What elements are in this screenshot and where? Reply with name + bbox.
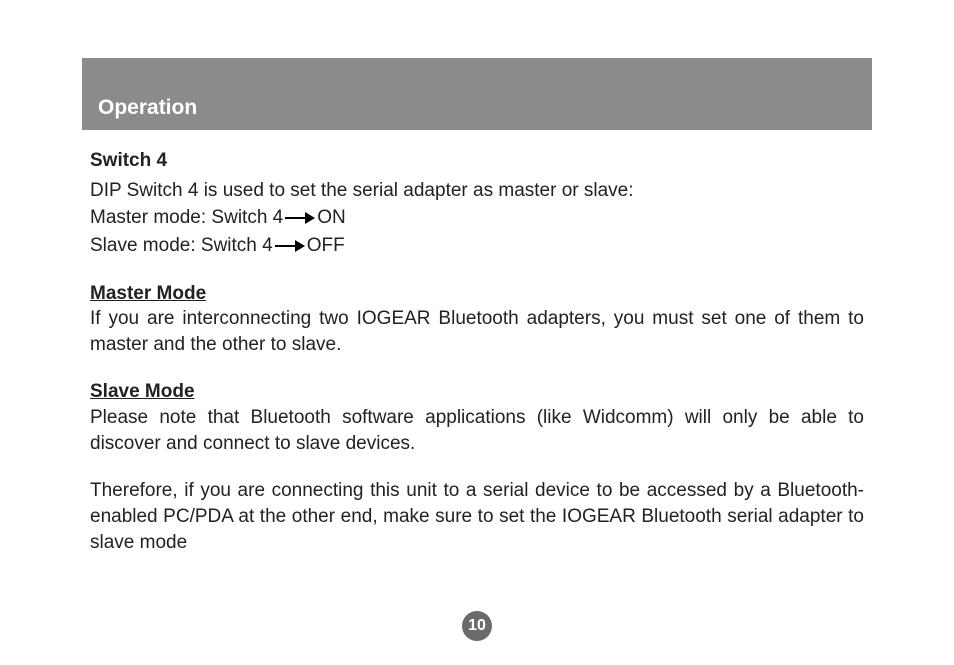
master-mode-section: Master Mode If you are interconnecting t… (90, 281, 864, 358)
switch-title: Switch 4 (90, 148, 864, 174)
page-number-badge: 10 (462, 611, 492, 641)
master-mode-heading: Master Mode (90, 281, 864, 307)
slave-mode-body-2: Therefore, if you are connecting this un… (90, 478, 864, 555)
content-area: Switch 4 DIP Switch 4 is used to set the… (82, 130, 872, 555)
page-number: 10 (468, 617, 486, 635)
master-mode-after: ON (317, 205, 346, 231)
header-bar: Operation (82, 86, 872, 130)
document-page: Operation Switch 4 DIP Switch 4 is used … (0, 0, 954, 555)
slave-mode-body-1: Please note that Bluetooth software appl… (90, 405, 864, 456)
slave-mode-heading: Slave Mode (90, 379, 864, 405)
master-mode-body: If you are interconnecting two IOGEAR Bl… (90, 306, 864, 357)
switch-intro: DIP Switch 4 is used to set the serial a… (90, 178, 864, 204)
slave-mode-paragraph-2: Therefore, if you are connecting this un… (90, 478, 864, 555)
slave-mode-line: Slave mode: Switch 4 OFF (90, 233, 864, 259)
slave-mode-after: OFF (307, 233, 345, 259)
section-title: Operation (98, 96, 197, 120)
slave-mode-section: Slave Mode Please note that Bluetooth so… (90, 379, 864, 456)
arrow-right-icon (285, 212, 315, 224)
master-mode-before: Master mode: Switch 4 (90, 205, 283, 231)
master-mode-line: Master mode: Switch 4 ON (90, 205, 864, 231)
arrow-right-icon (275, 240, 305, 252)
header-block: Operation (82, 58, 872, 130)
slave-mode-before: Slave mode: Switch 4 (90, 233, 273, 259)
header-top-strip (82, 58, 872, 86)
